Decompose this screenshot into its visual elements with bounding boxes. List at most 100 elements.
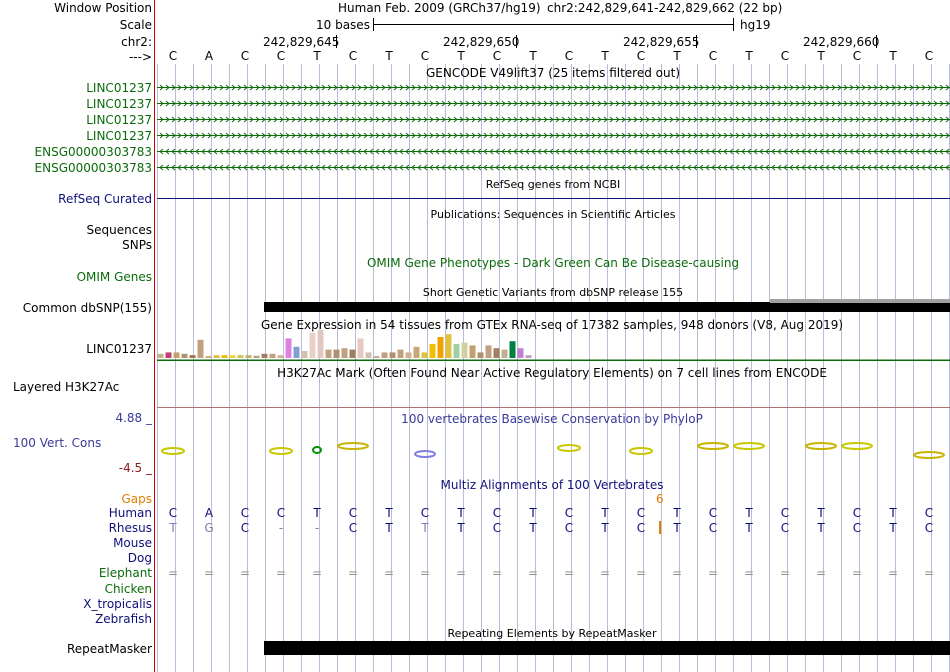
- gtex-tissue-bar[interactable]: [157, 353, 164, 358]
- gtex-tissue-bar[interactable]: [357, 338, 364, 358]
- gtex-tissue-bar[interactable]: [381, 352, 388, 358]
- publications-label-snps[interactable]: SNPs: [122, 238, 152, 252]
- gtex-tissue-bar[interactable]: [437, 337, 444, 358]
- chevron-right-icon: [885, 132, 890, 139]
- gtex-tissue-bar[interactable]: [277, 355, 284, 358]
- gtex-tissue-bar[interactable]: [197, 339, 204, 358]
- phylop-conservation-logos[interactable]: [157, 438, 950, 464]
- chevron-right-icon: [801, 132, 806, 139]
- phylop-label[interactable]: 100 Vert. Cons: [13, 436, 102, 450]
- gtex-tissue-bar[interactable]: [285, 338, 292, 358]
- gtex-tissue-bar[interactable]: [221, 355, 228, 358]
- publications-label-sequences[interactable]: Sequences: [86, 223, 152, 237]
- gtex-tissue-bar[interactable]: [293, 346, 300, 358]
- species-label[interactable]: Zebrafish: [95, 611, 152, 626]
- chevron-right-icon: [687, 116, 692, 123]
- h3k27ac-label[interactable]: Layered H3K27Ac: [13, 380, 120, 394]
- gtex-tissue-bar[interactable]: [173, 352, 180, 358]
- species-label[interactable]: Chicken: [104, 581, 152, 596]
- chevron-left-icon: [807, 148, 812, 155]
- gtex-tissue-bar[interactable]: [509, 341, 516, 358]
- species-label[interactable]: Human: [108, 506, 152, 520]
- chevron-left-icon: [261, 164, 266, 171]
- gtex-tissue-bar[interactable]: [341, 348, 348, 358]
- gtex-tissue-bar[interactable]: [485, 345, 492, 358]
- gtex-tissue-bar[interactable]: [317, 330, 324, 358]
- gtex-tissue-bar[interactable]: [421, 352, 428, 358]
- chevron-left-icon: [357, 148, 362, 155]
- gtex-tissue-bar[interactable]: [405, 352, 412, 358]
- chevron-right-icon: [753, 100, 758, 107]
- gene-label[interactable]: LINC01237: [86, 129, 152, 143]
- gtex-tissue-bar[interactable]: [453, 344, 460, 358]
- chevron-left-icon: [225, 164, 230, 171]
- gtex-tissue-bar[interactable]: [261, 353, 268, 358]
- gtex-tissue-bar[interactable]: [213, 355, 220, 358]
- gtex-tissue-bar[interactable]: [301, 351, 308, 358]
- gtex-tissue-bar[interactable]: [365, 352, 372, 358]
- species-label[interactable]: Dog: [127, 551, 152, 566]
- gtex-tissue-bar[interactable]: [373, 356, 380, 358]
- gtex-tissue-bar[interactable]: [349, 349, 356, 358]
- chevron-right-icon: [765, 100, 770, 107]
- refseq-label[interactable]: RefSeq Curated: [58, 192, 152, 206]
- gene-features[interactable]: [157, 82, 950, 174]
- gtex-tissue-bar[interactable]: [245, 355, 252, 358]
- chevron-right-icon: [831, 84, 836, 91]
- gtex-tissue-bar[interactable]: [309, 332, 316, 358]
- gtex-tissue-bar[interactable]: [333, 349, 340, 358]
- chevron-right-icon: [777, 116, 782, 123]
- chevron-right-icon: [435, 132, 440, 139]
- chevron-right-icon: [285, 132, 290, 139]
- omim-label[interactable]: OMIM Genes: [76, 270, 152, 284]
- dbsnp-label[interactable]: Common dbSNP(155): [22, 301, 152, 315]
- gtex-tissue-bar[interactable]: [469, 345, 476, 358]
- chevron-left-icon: [567, 148, 572, 155]
- gtex-tissue-bar[interactable]: [269, 353, 276, 358]
- gtex-tissue-bar[interactable]: [205, 356, 212, 358]
- chevron-right-icon: [231, 84, 236, 91]
- gtex-tissue-bar[interactable]: [325, 349, 332, 358]
- gtex-expression-bars[interactable]: [157, 330, 950, 361]
- dbsnp-variant-bar-gray[interactable]: [770, 299, 950, 303]
- gene-label[interactable]: LINC01237: [86, 113, 152, 127]
- gtex-tissue-bar[interactable]: [189, 355, 196, 358]
- gtex-tissue-bar[interactable]: [413, 346, 420, 358]
- gtex-tissue-bar[interactable]: [477, 352, 484, 358]
- gtex-tissue-bar[interactable]: [445, 334, 452, 358]
- gene-label[interactable]: LINC01237: [86, 81, 152, 95]
- alignment-base: C: [564, 506, 574, 520]
- gtex-tissue-bar[interactable]: [181, 353, 188, 358]
- species-label[interactable]: Rhesus: [108, 521, 152, 536]
- gtex-tissue-bar[interactable]: [461, 342, 468, 358]
- dbsnp-variant-bar[interactable]: [264, 302, 950, 312]
- gene-label[interactable]: LINC01237: [86, 97, 152, 111]
- gtex-tissue-bar[interactable]: [501, 349, 508, 358]
- species-label[interactable]: Elephant: [98, 566, 152, 581]
- chevron-left-icon: [927, 148, 932, 155]
- chevron-right-icon: [405, 100, 410, 107]
- chevron-right-icon: [777, 132, 782, 139]
- gtex-tissue-bar[interactable]: [165, 352, 172, 358]
- gtex-tissue-bar[interactable]: [253, 355, 260, 358]
- chevron-right-icon: [201, 132, 206, 139]
- gtex-tissue-bar[interactable]: [517, 348, 524, 358]
- gene-label[interactable]: ENSG00000303783: [34, 161, 152, 175]
- species-label[interactable]: Mouse: [113, 536, 152, 551]
- gtex-tissue-bar[interactable]: [229, 355, 236, 358]
- gtex-tissue-bar[interactable]: [237, 355, 244, 358]
- species-label[interactable]: X_tropicalis: [83, 596, 152, 611]
- assembly-label: hg19: [740, 18, 771, 32]
- repeatmasker-label[interactable]: RepeatMasker: [66, 642, 152, 656]
- gene-label[interactable]: ENSG00000303783: [34, 145, 152, 159]
- gtex-tissue-bar[interactable]: [525, 355, 532, 358]
- repeatmasker-feature-bar[interactable]: [264, 641, 950, 655]
- gtex-label[interactable]: LINC01237: [86, 342, 152, 356]
- chevron-left-icon: [273, 148, 278, 155]
- gtex-tissue-bar[interactable]: [429, 344, 436, 358]
- gtex-tissue-bar[interactable]: [397, 349, 404, 358]
- gtex-tissue-bar[interactable]: [493, 348, 500, 358]
- gtex-tissue-bar[interactable]: [389, 352, 396, 358]
- refseq-feature-line[interactable]: [157, 198, 950, 199]
